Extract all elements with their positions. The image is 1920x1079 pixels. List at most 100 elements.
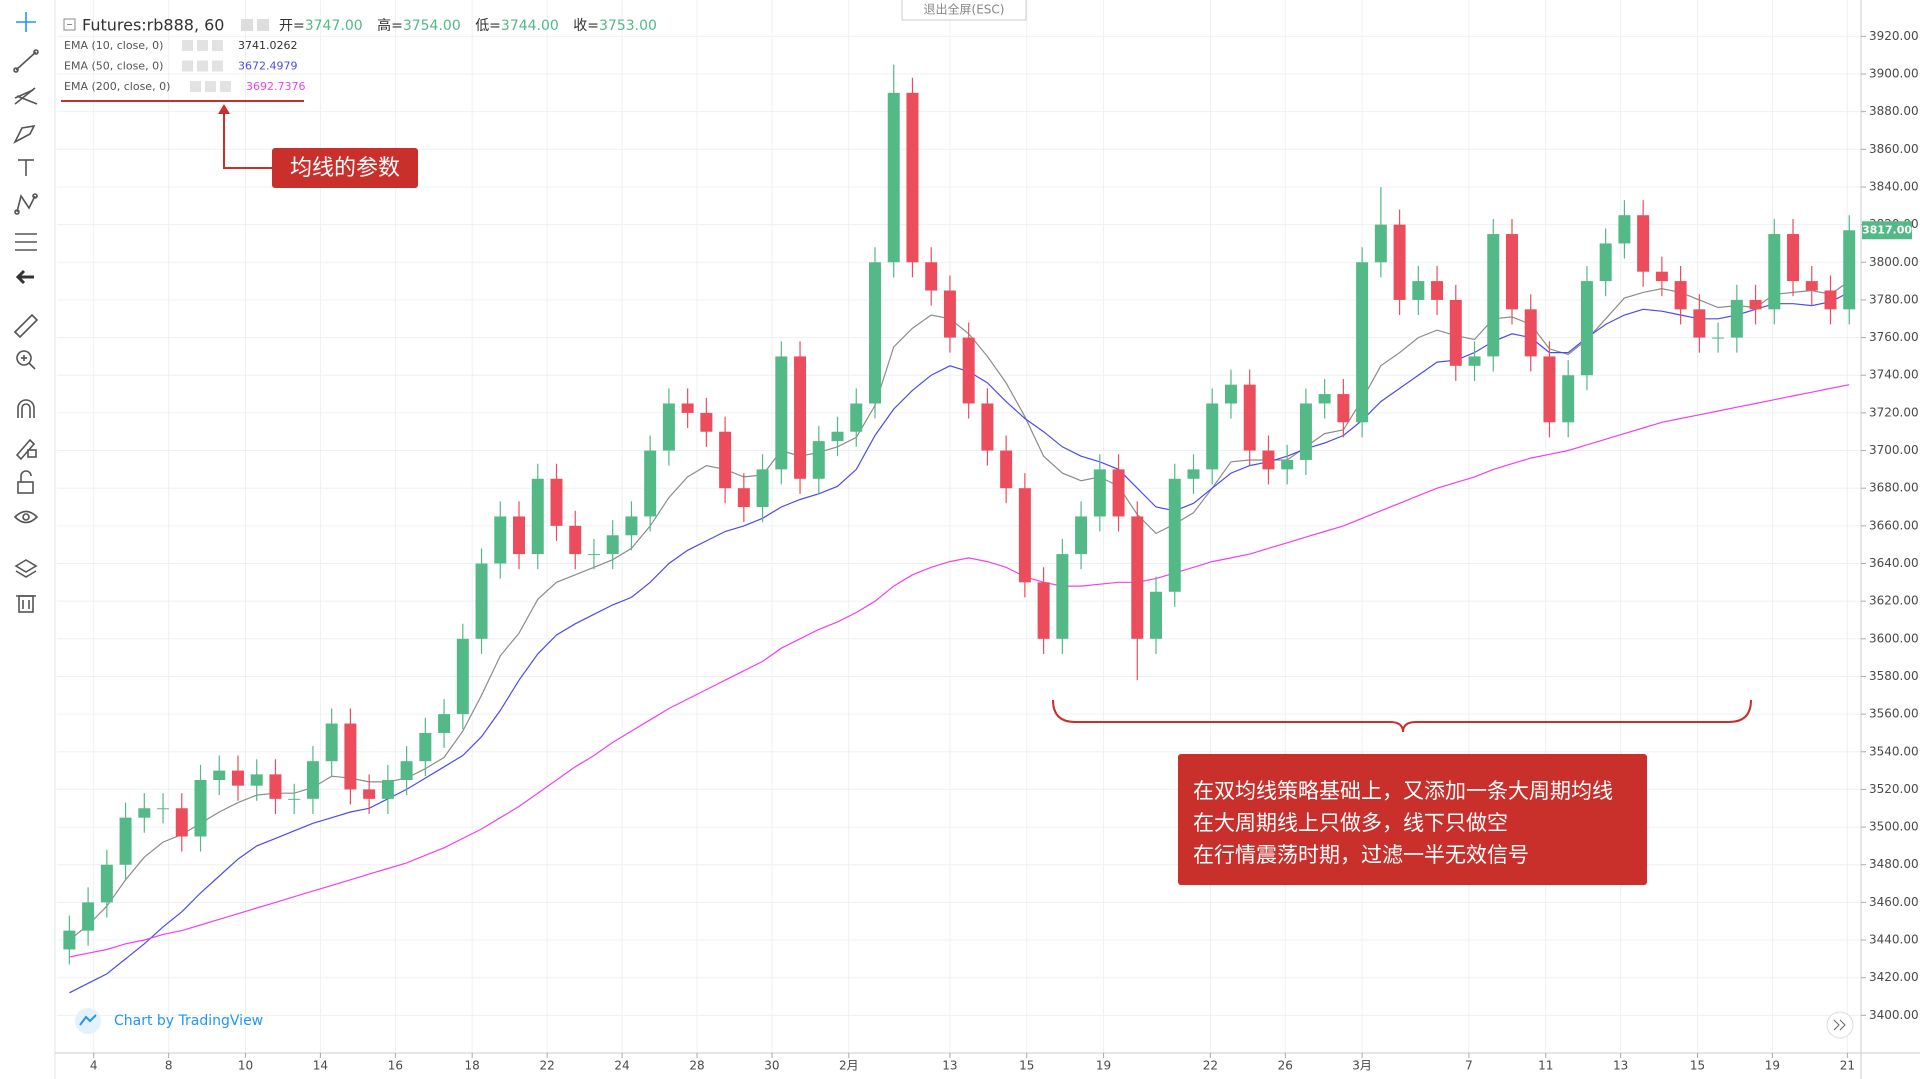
pattern-tool[interactable] (14, 193, 38, 215)
candle-body (419, 732, 432, 762)
x-tick-label: 15 (1690, 1059, 1705, 1073)
candle-body (438, 714, 451, 733)
candle-body (1281, 459, 1294, 470)
candle-body (1187, 469, 1200, 479)
candle-body (1112, 469, 1125, 517)
collapse-button[interactable] (63, 18, 76, 31)
candle-body (250, 774, 263, 786)
callout-box (272, 148, 418, 188)
y-tick-label: 3880.00 (1869, 104, 1919, 118)
candle-body (288, 798, 301, 800)
settings-button[interactable] (241, 19, 253, 31)
x-tick-label: 24 (614, 1059, 629, 1073)
candle-body (157, 808, 170, 810)
open-label: 开= (279, 18, 305, 34)
layers-tool[interactable] (14, 559, 38, 578)
close-label: 收= (573, 18, 599, 34)
legend-button (197, 40, 208, 51)
x-tick-label: 15 (1019, 1059, 1034, 1073)
x-tick-label: 13 (1613, 1059, 1628, 1073)
exit-fullscreen-text[interactable]: 退出全屏(ESC) (924, 2, 1005, 17)
left-toolbar (0, 0, 56, 1079)
lock-tool[interactable] (17, 470, 34, 494)
candles (63, 64, 1856, 965)
magnet-tool[interactable] (17, 399, 35, 418)
delete-tool[interactable] (16, 595, 36, 613)
text-tool[interactable] (18, 159, 34, 176)
legend-name: EMA (10, close, 0) (64, 39, 163, 52)
candle-body (1393, 224, 1406, 300)
candle-body (1693, 309, 1706, 338)
legend-value: 3672.4979 (238, 60, 298, 73)
high-value: 3754.00 (403, 18, 461, 34)
x-tick-label: 28 (689, 1059, 704, 1073)
candle-body (363, 789, 376, 799)
candle-body (1749, 299, 1762, 310)
scroll-right-circle[interactable] (1826, 1011, 1854, 1039)
candle-body (1637, 215, 1650, 272)
candle-body (63, 930, 76, 950)
y-tick-label: 3460.00 (1869, 895, 1919, 909)
candle-body (719, 431, 732, 489)
candle-body (475, 563, 488, 639)
y-tick-label: 3920.00 (1869, 29, 1919, 43)
candle-body (1412, 281, 1425, 300)
close-value: 3753.00 (599, 18, 657, 34)
candle-body (1543, 356, 1556, 423)
params-callout: 均线的参数 (218, 104, 418, 188)
strategy-callout: 在双均线策略基础上，又添加一条大周期均线 在大周期线上只做多，线下只做空 在行情… (1052, 699, 1752, 885)
candle-body (1299, 403, 1312, 460)
y-tick-label: 3560.00 (1869, 707, 1919, 721)
ruler-tool[interactable] (13, 313, 39, 339)
prediction-tool[interactable] (15, 233, 37, 251)
x-tick-label: 21 (1840, 1059, 1855, 1073)
y-tick-label: 3520.00 (1869, 782, 1919, 796)
zoom-tool[interactable] (16, 350, 36, 370)
watermark-text[interactable]: Chart by TradingView (114, 1013, 263, 1029)
y-tick-label: 3900.00 (1869, 67, 1919, 81)
brush-tool[interactable] (13, 124, 36, 144)
candle-body (1168, 478, 1181, 592)
watermark[interactable]: Chart by TradingView (75, 1008, 263, 1034)
scroll-right-button[interactable] (1826, 1011, 1854, 1039)
candle-body (1150, 591, 1163, 639)
range-brace (1052, 699, 1752, 733)
exit-fullscreen[interactable]: 退出全屏(ESC) (901, 0, 1027, 21)
watermark-logo (75, 1008, 101, 1034)
ema-lines (69, 280, 1850, 994)
x-tick-label: 26 (1278, 1059, 1293, 1073)
candle-body (1356, 262, 1369, 423)
format-button[interactable] (257, 19, 269, 31)
y-tick-label: 3760.00 (1869, 330, 1919, 344)
trendline-tool[interactable] (13, 49, 39, 73)
candle-body (494, 516, 507, 564)
candle-body (213, 770, 226, 781)
candle-body (1712, 337, 1725, 339)
lock-drawing-tool[interactable] (15, 438, 37, 461)
candle-body (175, 808, 188, 837)
candle-body (1487, 234, 1500, 357)
candle-body (943, 290, 956, 338)
candle-body (1262, 450, 1275, 470)
candle-body (1037, 582, 1050, 639)
candle-body (812, 441, 825, 479)
x-tick-label: 19 (1765, 1059, 1780, 1073)
ohlc-readout: 开=3747.00 高=3754.00 低=3744.00 收=3753.00 (279, 17, 657, 34)
y-tick-label: 3860.00 (1869, 142, 1919, 156)
candle-body (1243, 384, 1256, 451)
legend-button (212, 40, 223, 51)
candle-body (1674, 281, 1687, 310)
candle-body (1768, 234, 1781, 310)
hide-toolbar[interactable] (15, 269, 34, 285)
crosshair-tool[interactable] (16, 12, 36, 32)
exit-fullscreen-box[interactable] (901, 0, 1027, 21)
legend-name: EMA (50, close, 0) (64, 60, 163, 73)
x-tick-label: 13 (942, 1059, 957, 1073)
candle-body (906, 92, 919, 263)
candle-body (700, 412, 713, 432)
pitchfork-tool[interactable] (14, 87, 38, 105)
callout-line: 在双均线策略基础上，又添加一条大周期均线 (1193, 779, 1613, 803)
arrow-head (218, 104, 230, 114)
candle-body (756, 469, 769, 508)
visibility-tool[interactable] (13, 510, 39, 524)
